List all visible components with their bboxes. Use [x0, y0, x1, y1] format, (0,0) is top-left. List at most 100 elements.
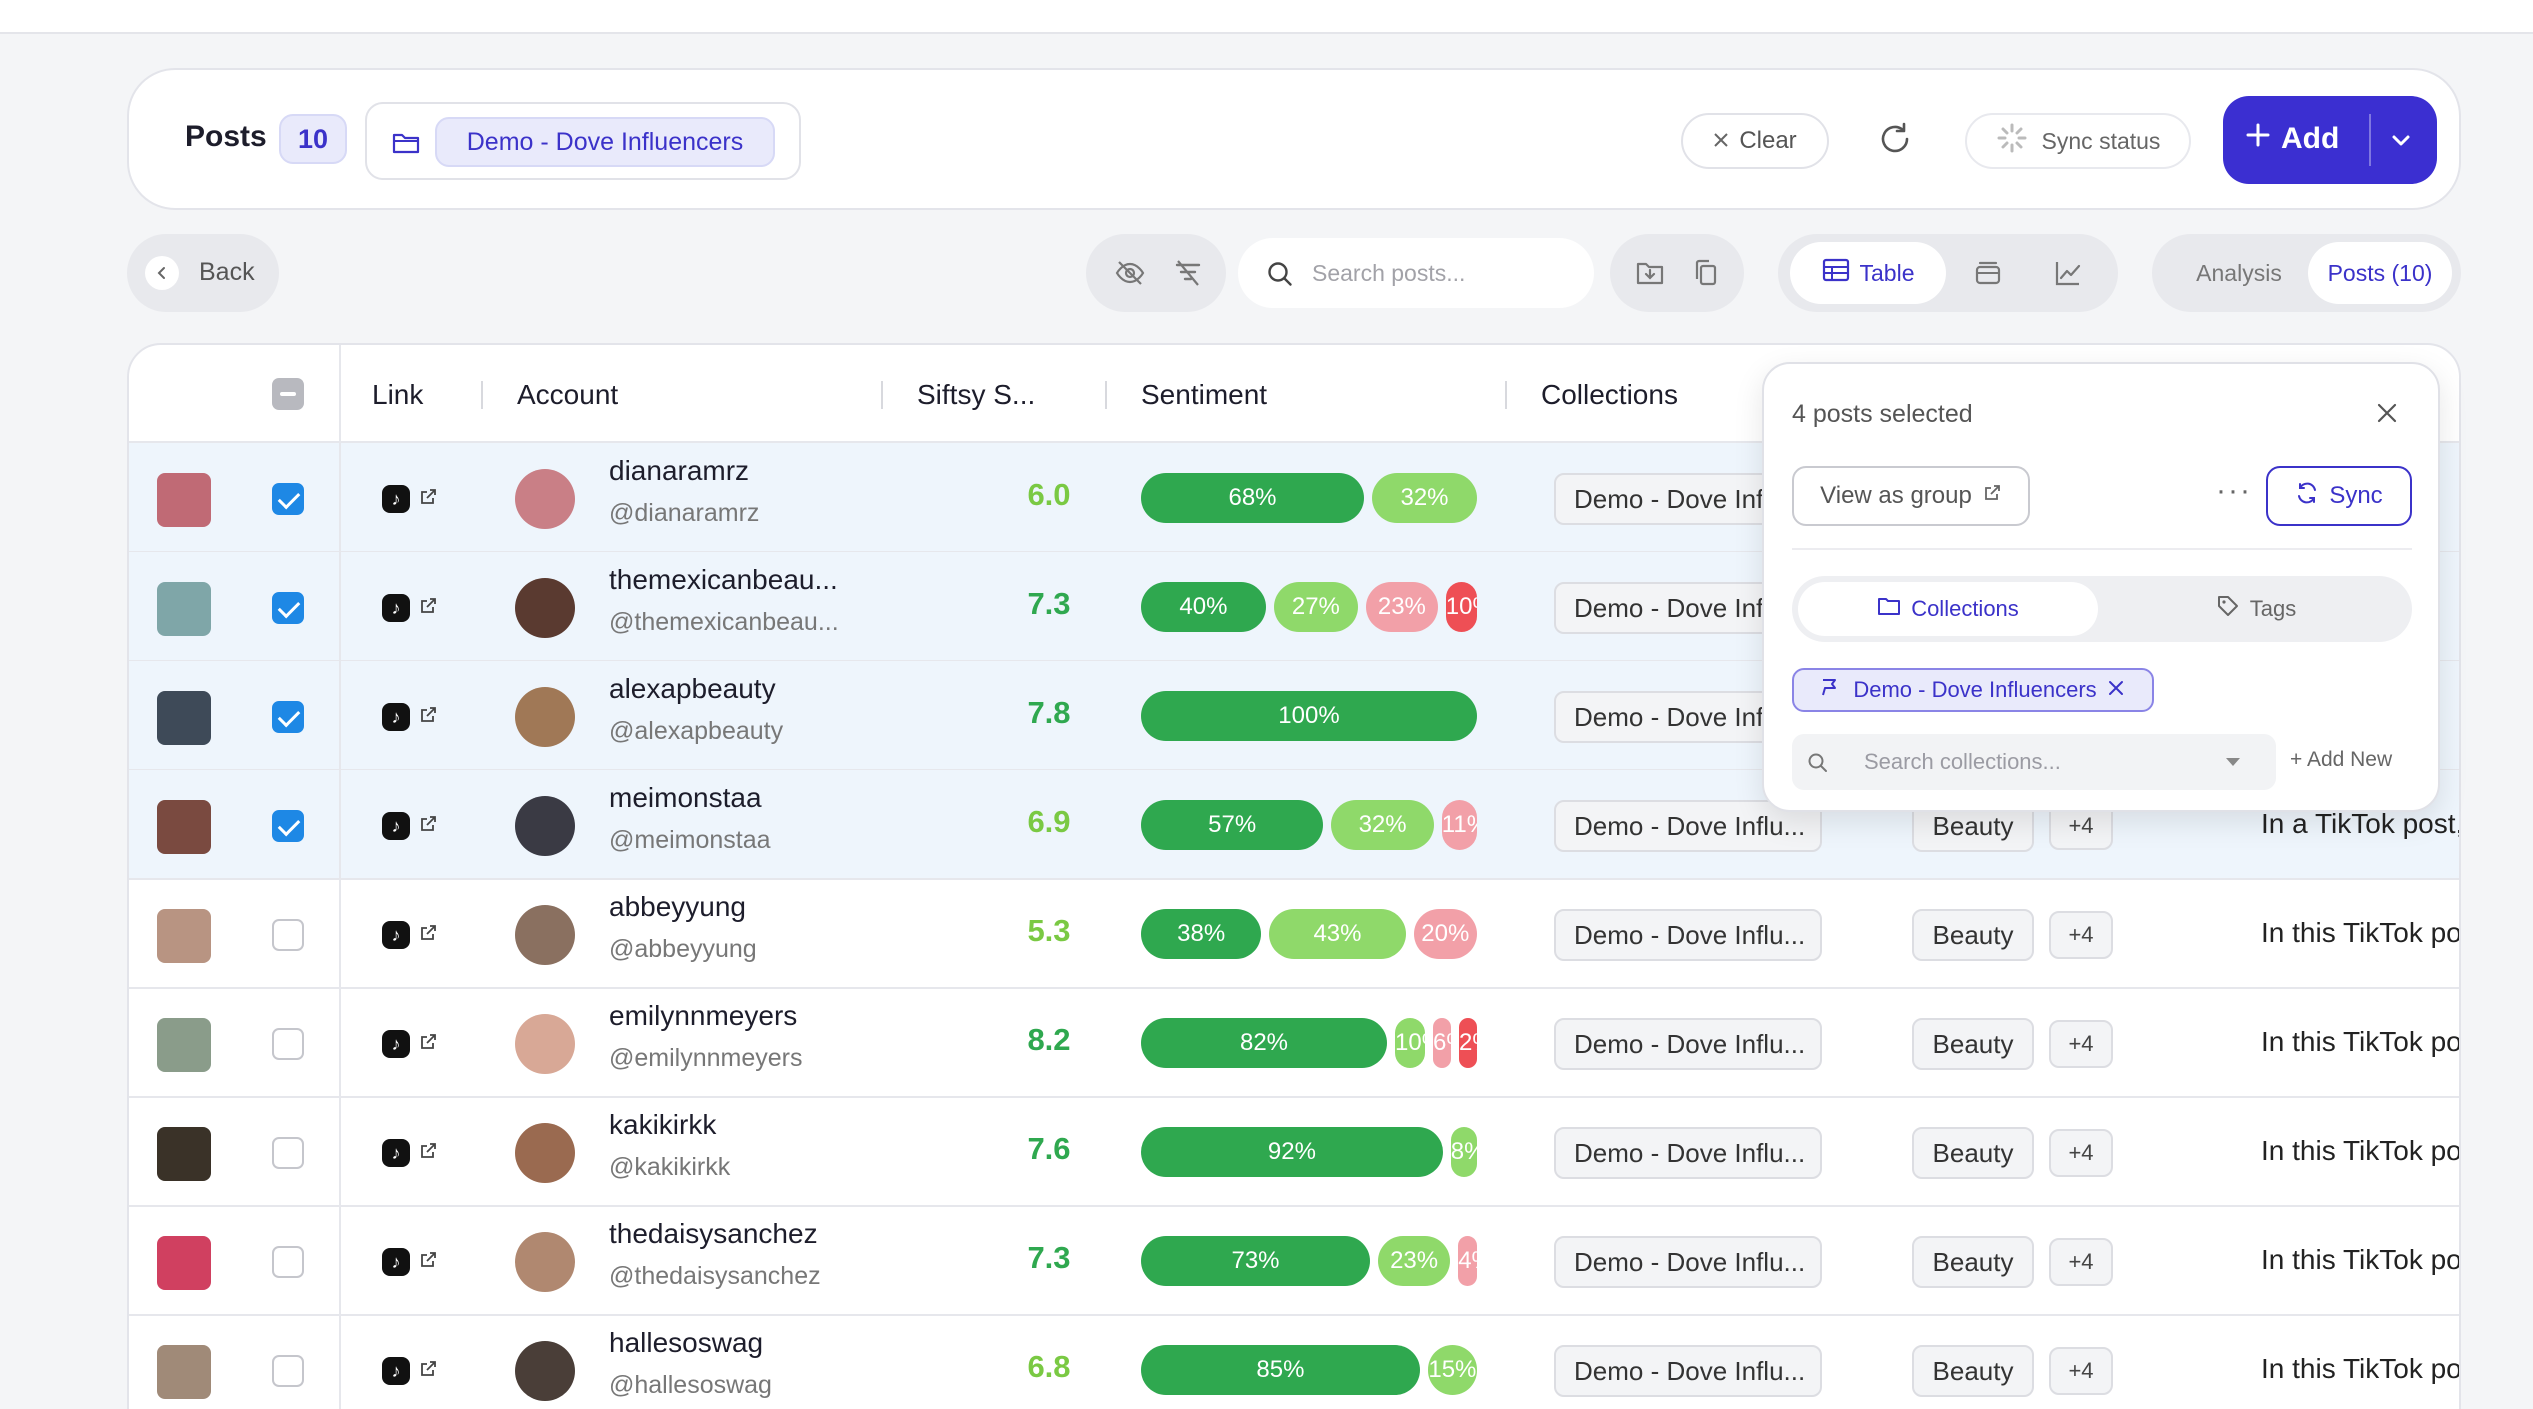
sync-button[interactable]: Sync	[2266, 466, 2412, 526]
filter-off-icon[interactable]	[1166, 251, 1210, 295]
search-input[interactable]	[1312, 256, 1572, 290]
post-link[interactable]: ♪	[382, 921, 438, 949]
avatar[interactable]	[515, 1123, 575, 1183]
table-row[interactable]: ♪ hallesoswag @hallesoswag 6.8 85% 15% Demo - …	[129, 1315, 2459, 1409]
table-row[interactable]: ♪ thedaisysanchez @thedaisysanchez 7.3 73% 23…	[129, 1206, 2459, 1316]
external-link-icon[interactable]	[418, 705, 438, 730]
dropdown-caret-icon[interactable]	[2226, 758, 2240, 766]
table-row[interactable]: ♪ emilynnmeyers @emilynnmeyers 8.2 82% 10% 6%2…	[129, 988, 2459, 1098]
view-table-button[interactable]: Table	[1790, 242, 1946, 304]
account-name[interactable]: hallesoswag	[609, 1327, 764, 1358]
account-name[interactable]: themexicanbeau...	[609, 564, 838, 595]
row-checkbox[interactable]	[272, 1137, 304, 1169]
cards-view-icon[interactable]	[1966, 251, 2010, 295]
add-button[interactable]: Add	[2223, 96, 2437, 184]
post-link[interactable]: ♪	[382, 703, 438, 731]
avatar[interactable]	[515, 1014, 575, 1074]
search-collections-input[interactable]	[1864, 746, 2224, 778]
post-thumbnail[interactable]	[157, 1345, 211, 1399]
column-separator[interactable]	[1105, 381, 1107, 409]
post-thumbnail[interactable]	[157, 473, 211, 527]
post-link[interactable]: ♪	[382, 1139, 438, 1167]
external-link-icon[interactable]	[418, 1359, 438, 1384]
avatar[interactable]	[515, 469, 575, 529]
post-thumbnail[interactable]	[157, 909, 211, 963]
tab-collections[interactable]: Collections	[1798, 582, 2098, 636]
row-checkbox[interactable]	[272, 592, 304, 624]
sync-status-button[interactable]: Sync status	[1965, 113, 2191, 169]
more-tags-badge[interactable]: +4	[2049, 1238, 2113, 1286]
avatar[interactable]	[515, 687, 575, 747]
select-all-checkbox[interactable]	[272, 378, 304, 410]
tag-badge[interactable]: Beauty	[1912, 1236, 2034, 1288]
collection-badge[interactable]: Demo - Dove Influ...	[1554, 1236, 1822, 1288]
collection-badge[interactable]: Demo - Dove Influ...	[1554, 1018, 1822, 1070]
row-checkbox[interactable]	[272, 701, 304, 733]
table-row[interactable]: ♪ kakikirkk @kakikirkk 7.6 92%8% Demo - Dove …	[129, 1097, 2459, 1207]
external-link-icon[interactable]	[418, 1250, 438, 1275]
clear-button[interactable]: Clear	[1681, 113, 1829, 169]
external-link-icon[interactable]	[418, 1141, 438, 1166]
post-link[interactable]: ♪	[382, 1248, 438, 1276]
account-name[interactable]: abbeyyung	[609, 891, 747, 922]
account-name[interactable]: alexapbeauty	[609, 673, 776, 704]
external-link-icon[interactable]	[418, 487, 438, 512]
account-name[interactable]: kakikirkk	[609, 1109, 717, 1140]
external-link-icon[interactable]	[418, 596, 438, 621]
tag-badge[interactable]: Beauty	[1912, 1127, 2034, 1179]
post-thumbnail[interactable]	[157, 1018, 211, 1072]
row-checkbox[interactable]	[272, 1246, 304, 1278]
column-separator[interactable]	[881, 381, 883, 409]
tag-badge[interactable]: Beauty	[1912, 1345, 2034, 1397]
eye-off-icon[interactable]	[1108, 251, 1152, 295]
remove-icon[interactable]	[2107, 677, 2125, 703]
more-tags-badge[interactable]: +4	[2049, 1129, 2113, 1177]
post-thumbnail[interactable]	[157, 1236, 211, 1290]
account-name[interactable]: meimonstaa	[609, 782, 762, 813]
close-icon[interactable]	[2374, 400, 2400, 431]
tab-tags[interactable]: Tags	[2106, 582, 2406, 636]
column-header-siftsy-score[interactable]: Siftsy S...	[917, 379, 1036, 410]
avatar[interactable]	[515, 1341, 575, 1401]
row-checkbox[interactable]	[272, 810, 304, 842]
tag-badge[interactable]: Beauty	[1912, 909, 2034, 961]
avatar[interactable]	[515, 578, 575, 638]
post-thumbnail[interactable]	[157, 691, 211, 745]
avatar[interactable]	[515, 905, 575, 965]
row-checkbox[interactable]	[272, 1355, 304, 1387]
more-options-icon[interactable]: ···	[2216, 474, 2252, 507]
refresh-button[interactable]	[1867, 113, 1923, 169]
chevron-down-icon[interactable]	[2387, 126, 2415, 162]
column-separator[interactable]	[1505, 381, 1507, 409]
post-thumbnail[interactable]	[157, 800, 211, 854]
selected-collection-chip[interactable]: Demo - Dove Influencers	[1792, 668, 2154, 712]
column-header-sentiment[interactable]: Sentiment	[1141, 379, 1268, 410]
row-checkbox[interactable]	[272, 483, 304, 515]
post-link[interactable]: ♪	[382, 812, 438, 840]
copy-icon[interactable]	[1684, 251, 1728, 295]
row-checkbox[interactable]	[272, 919, 304, 951]
collection-badge[interactable]: Demo - Dove Influ...	[1554, 909, 1822, 961]
collection-pill[interactable]: Demo - Dove Influencers	[435, 117, 775, 167]
back-button[interactable]: Back	[127, 234, 279, 312]
collection-badge[interactable]: Demo - Dove Influ...	[1554, 1127, 1822, 1179]
avatar[interactable]	[515, 1232, 575, 1292]
collection-badge[interactable]: Demo - Dove Influ...	[1554, 1345, 1822, 1397]
more-tags-badge[interactable]: +4	[2049, 1020, 2113, 1068]
account-name[interactable]: emilynnmeyers	[609, 1000, 798, 1031]
tag-badge[interactable]: Beauty	[1912, 1018, 2034, 1070]
post-thumbnail[interactable]	[157, 582, 211, 636]
row-checkbox[interactable]	[272, 1028, 304, 1060]
download-folder-icon[interactable]	[1628, 251, 1672, 295]
tab-posts[interactable]: Posts (10)	[2308, 242, 2452, 304]
view-as-group-button[interactable]: View as group	[1792, 466, 2030, 526]
chart-view-icon[interactable]	[2046, 251, 2090, 295]
post-link[interactable]: ♪	[382, 1030, 438, 1058]
post-thumbnail[interactable]	[157, 1127, 211, 1181]
external-link-icon[interactable]	[418, 814, 438, 839]
column-separator[interactable]	[481, 381, 483, 409]
column-header-collections[interactable]: Collections	[1541, 379, 1678, 410]
column-header-account[interactable]: Account	[517, 379, 619, 410]
account-name[interactable]: thedaisysanchez	[609, 1218, 818, 1249]
tab-analysis[interactable]: Analysis	[2196, 259, 2282, 286]
